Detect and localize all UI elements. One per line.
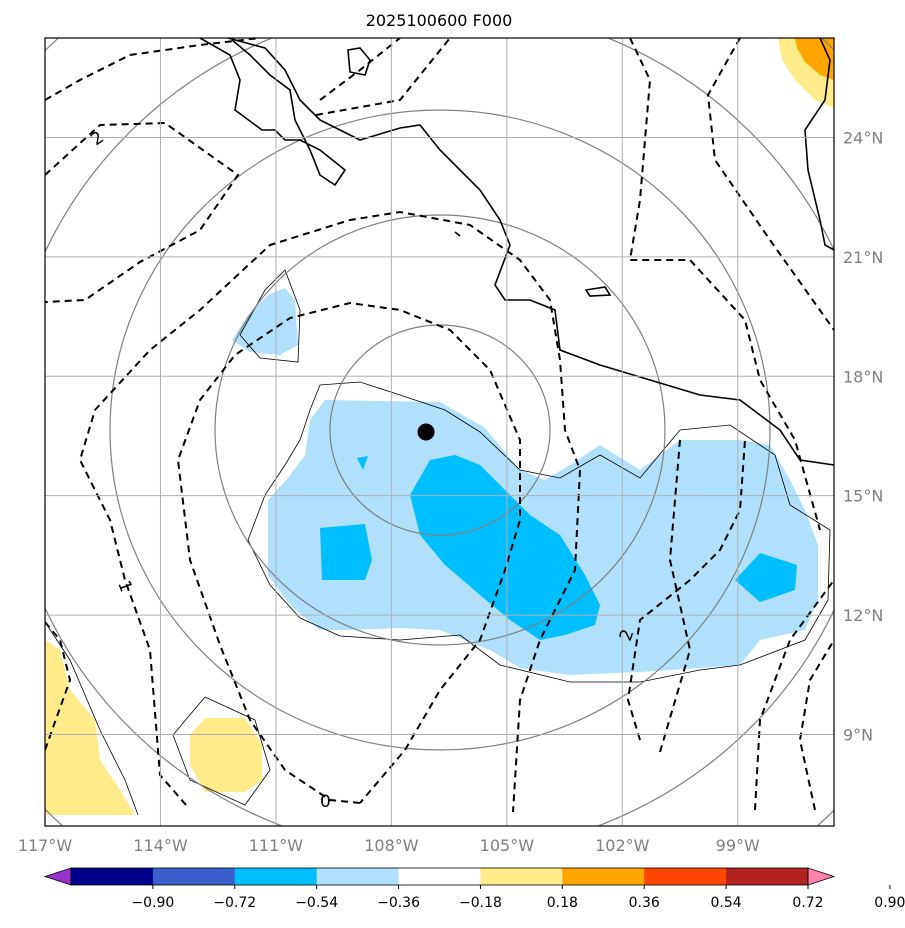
colorbar-labels: −0.90 −0.72 −0.54 −0.36 −0.18 0.18 0.36 0.54 0.7… — [131, 885, 905, 911]
colorbar-segment — [316, 868, 400, 885]
colorbar-segment — [152, 868, 236, 885]
colorbar-label: 0.18 — [547, 895, 578, 911]
colorbar — [43, 867, 836, 886]
latitude-label: 18°N — [843, 367, 883, 386]
latitude-label: 21°N — [843, 248, 883, 267]
chart-title: 2025100600 F000 — [366, 11, 513, 30]
latitude-label: 24°N — [843, 128, 883, 147]
contour-label: 0 — [320, 792, 331, 812]
colorbar-label: 0.90 — [874, 895, 905, 911]
strong-negative-anomaly-east — [735, 553, 797, 602]
coastline — [199, 38, 834, 466]
colorbar-extend-high — [807, 867, 836, 886]
longitude-label: 105°W — [480, 836, 535, 855]
colorbar-label: −0.54 — [295, 895, 338, 911]
longitude-label: 102°W — [595, 836, 650, 855]
longitude-label: 117°W — [18, 836, 73, 855]
positive-anomaly-s — [190, 718, 262, 792]
colorbar-label: 0.54 — [711, 895, 742, 911]
longitude-label: 114°W — [133, 836, 188, 855]
colorbar-label: −0.36 — [377, 895, 420, 911]
positive-anomaly-sw — [45, 640, 135, 815]
storm-center-marker — [417, 423, 435, 441]
strong-negative-anomaly-dot — [357, 456, 368, 470]
colorbar-segment — [398, 868, 481, 885]
colorbar-segment — [234, 868, 318, 885]
latitude-label: 9°N — [843, 725, 873, 744]
colorbar-segment — [726, 868, 809, 885]
map-border — [44, 37, 835, 827]
gridlines — [45, 38, 834, 826]
colorbar-label: −0.18 — [459, 895, 502, 911]
colorbar-label: 0.72 — [792, 895, 823, 911]
colorbar-segment — [71, 868, 154, 885]
dashed-contours — [45, 38, 834, 813]
colorbar-label: −0.72 — [213, 895, 256, 911]
colorbar-segment — [644, 868, 727, 885]
latitude-labels: 9°N 12°N 15°N 18°N 21°N 24°N — [843, 128, 883, 744]
shading-mid-blue — [320, 455, 797, 640]
longitude-labels: 117°W 114°W 111°W 108°W 105°W 102°W 99°W — [18, 836, 760, 855]
latitude-label: 15°N — [843, 487, 883, 506]
longitude-label: 99°W — [716, 836, 760, 855]
colorbar-border — [70, 867, 809, 886]
colorbar-extend-low — [43, 867, 72, 886]
latitude-label: 12°N — [843, 606, 883, 625]
strong-negative-anomaly-west — [320, 524, 372, 580]
negative-anomaly-small — [232, 288, 298, 355]
shading-yellow — [45, 38, 834, 815]
longitude-label: 111°W — [249, 836, 304, 855]
colorbar-segment — [480, 868, 563, 885]
colorbar-label: −0.90 — [131, 895, 174, 911]
colorbar-segment — [562, 868, 645, 885]
strong-negative-anomaly — [410, 455, 600, 640]
longitude-label: 108°W — [364, 836, 419, 855]
colorbar-label: 0.36 — [629, 895, 660, 911]
